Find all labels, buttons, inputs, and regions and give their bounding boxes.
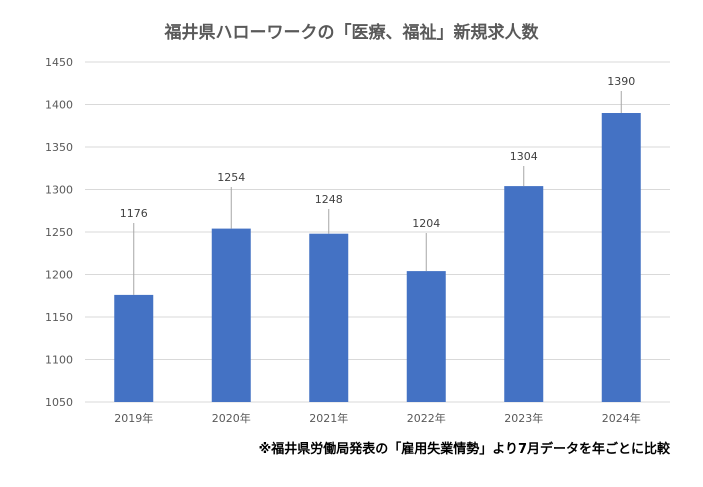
x-tick-label: 2024年: [602, 411, 641, 425]
data-label: 1204: [412, 217, 440, 230]
bar: [211, 228, 251, 402]
data-label: 1248: [315, 193, 343, 206]
x-tick-label: 2021年: [309, 411, 348, 425]
y-tick-label: 1300: [45, 184, 73, 197]
x-tick-label: 2020年: [212, 411, 251, 425]
data-label: 1176: [120, 207, 148, 220]
y-tick-label: 1350: [45, 141, 73, 154]
y-tick-label: 1100: [45, 354, 73, 367]
x-tick-label: 2022年: [407, 411, 446, 425]
bar: [309, 233, 349, 402]
data-label: 1254: [217, 171, 245, 184]
data-label: 1304: [510, 150, 538, 163]
bar: [406, 271, 446, 402]
bar: [114, 294, 154, 402]
y-tick-label: 1450: [45, 56, 73, 69]
chart-title: 福井県ハローワークの「医療、福祉」新規求人数: [164, 23, 539, 43]
data-label: 1390: [607, 75, 635, 88]
y-tick-label: 1200: [45, 269, 73, 282]
x-tick-label: 2023年: [504, 411, 543, 425]
y-tick-label: 1050: [45, 396, 73, 409]
y-tick-label: 1150: [45, 311, 73, 324]
y-tick-label: 1400: [45, 99, 73, 112]
bar: [601, 113, 641, 402]
y-tick-label: 1250: [45, 226, 73, 239]
source-note: ※福井県労働局発表の「雇用失業情勢」より7月データを年ごとに比較: [258, 442, 670, 457]
x-tick-label: 2019年: [114, 411, 153, 425]
bar: [504, 186, 544, 402]
